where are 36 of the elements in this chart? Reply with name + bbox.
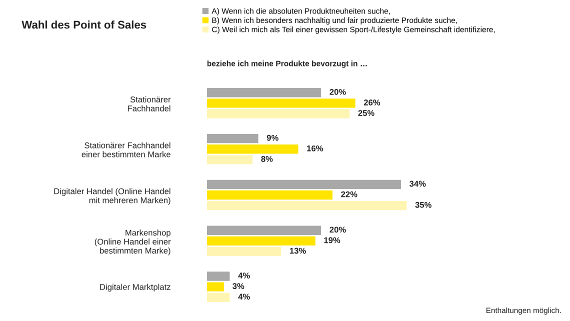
- bar: [206, 236, 316, 246]
- y-tick-label: Stationärer Fachhandel: [128, 96, 171, 112]
- text: Wahl des Point of Sales: [22, 20, 146, 29]
- data-label: 25%: [358, 110, 374, 116]
- bar: [206, 190, 332, 200]
- y-tick-label: Digitaler Handel (Online Handel mit mehreren Marken): [54, 188, 170, 205]
- bar: [206, 144, 298, 154]
- data-label: 19%: [324, 237, 340, 244]
- y-tick-label: Digitaler Marktplatz: [100, 284, 170, 292]
- data-label: 16%: [307, 145, 324, 152]
- bar: [206, 292, 230, 302]
- data-label: 13%: [290, 248, 306, 254]
- data-label: 20%: [330, 88, 346, 95]
- y-tick-label: Stationärer Fachhandel einer bestimmten Marke: [82, 142, 170, 158]
- bar: [206, 226, 322, 235]
- bar: [206, 272, 230, 281]
- data-label: 26%: [364, 100, 380, 106]
- data-label: 22%: [341, 191, 358, 198]
- bar: [206, 98, 356, 108]
- y-tick-label: Markenshop (Online Handel einer bestimmten Marke): [94, 230, 171, 256]
- data-label: 3%: [232, 283, 244, 290]
- bar: [206, 246, 282, 256]
- bar: [206, 282, 224, 292]
- bar: [206, 200, 407, 210]
- data-label: 20%: [330, 226, 346, 233]
- data-label: 9%: [266, 134, 278, 141]
- bar: [206, 109, 350, 118]
- bar: [206, 88, 322, 98]
- data-label: 35%: [415, 202, 432, 208]
- data-label: 4%: [238, 272, 250, 278]
- data-label: 4%: [238, 294, 250, 300]
- data-label: 34%: [410, 180, 426, 187]
- data-label: 8%: [261, 156, 273, 162]
- bar: [206, 134, 258, 144]
- bar: [206, 155, 253, 164]
- bar: [206, 180, 401, 190]
